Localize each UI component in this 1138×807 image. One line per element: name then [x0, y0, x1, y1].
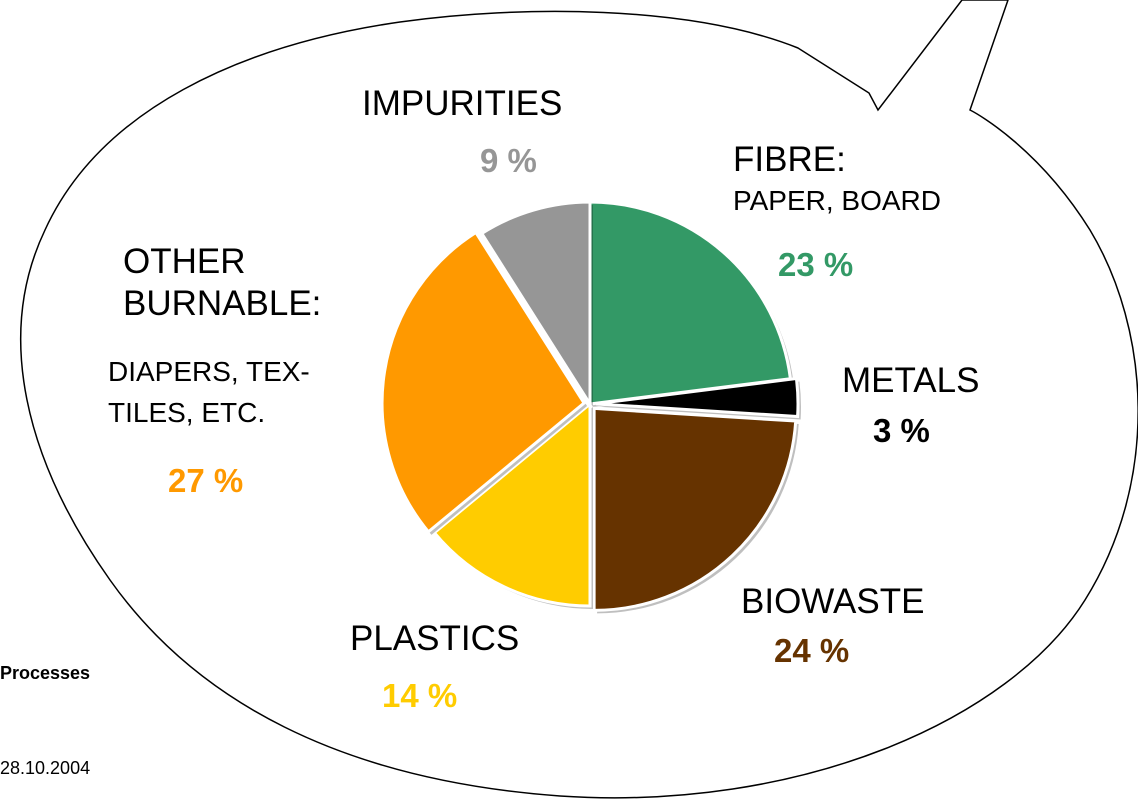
metals-percent: 3 %	[873, 412, 930, 449]
plastics-percent: 14 %	[382, 677, 458, 714]
other-sublabel-line2: TILES, ETC.	[108, 397, 266, 428]
biowaste-percent: 24 %	[774, 632, 850, 669]
other-label-line2: BURNABLE:	[123, 284, 322, 323]
impurities-label: IMPURITIES	[362, 84, 563, 123]
fibre-percent: 23 %	[778, 246, 854, 283]
pie-slice-metals	[595, 376, 800, 419]
pie-slice-impurities	[479, 200, 592, 410]
footer-title: Processes	[0, 663, 91, 683]
pie-slice-fibre	[588, 200, 793, 406]
biowaste-label: BIOWASTE	[741, 582, 925, 621]
pie-slice-other	[380, 230, 587, 534]
fibre-label: FIBRE:	[733, 140, 846, 179]
speech-bubble-outline	[20, 0, 1138, 799]
other-percent: 27 %	[168, 462, 244, 499]
impurities-percent: 9 %	[480, 142, 537, 179]
other-sublabel-line1: DIAPERS, TEX-	[108, 356, 310, 387]
footer-date: 28.10.2004	[0, 758, 91, 778]
metals-label: METALS	[842, 361, 980, 400]
pie-slice-biowaste	[592, 406, 798, 612]
fibre-sublabel: PAPER, BOARD	[733, 185, 941, 216]
plastics-label: PLASTICS	[350, 619, 520, 658]
pie-slice-plastics	[432, 400, 592, 608]
other-label-line1: OTHER	[123, 242, 246, 281]
pie-chart	[380, 200, 801, 614]
